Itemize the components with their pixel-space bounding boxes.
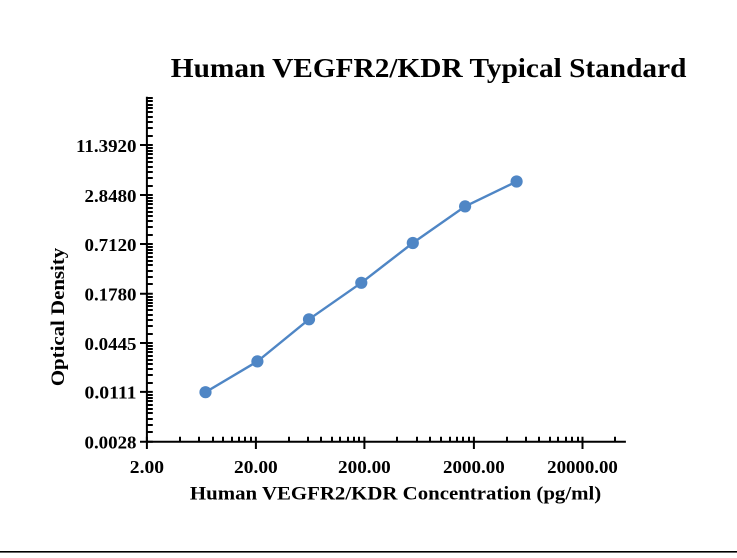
svg-text:Human VEGFR2/KDR Concentration: Human VEGFR2/KDR Concentration (pg/ml) (190, 484, 601, 505)
svg-text:2.8480: 2.8480 (85, 186, 137, 206)
svg-text:11.3920: 11.3920 (76, 136, 137, 156)
svg-text:0.0445: 0.0445 (85, 334, 137, 354)
svg-text:0.0111: 0.0111 (85, 383, 137, 403)
svg-text:20.00: 20.00 (234, 457, 278, 477)
svg-text:200.00: 200.00 (338, 457, 391, 477)
svg-text:0.1780: 0.1780 (85, 285, 137, 305)
svg-text:2000.00: 2000.00 (443, 457, 505, 477)
svg-text:2.00: 2.00 (130, 457, 164, 477)
svg-text:0.7120: 0.7120 (85, 235, 137, 255)
svg-text:Human VEGFR2/KDR Typical Stand: Human VEGFR2/KDR Typical Standard (171, 53, 687, 83)
svg-text:Optical Density: Optical Density (48, 247, 69, 386)
svg-text:0.0028: 0.0028 (85, 433, 137, 453)
svg-text:20000.00: 20000.00 (547, 457, 618, 477)
